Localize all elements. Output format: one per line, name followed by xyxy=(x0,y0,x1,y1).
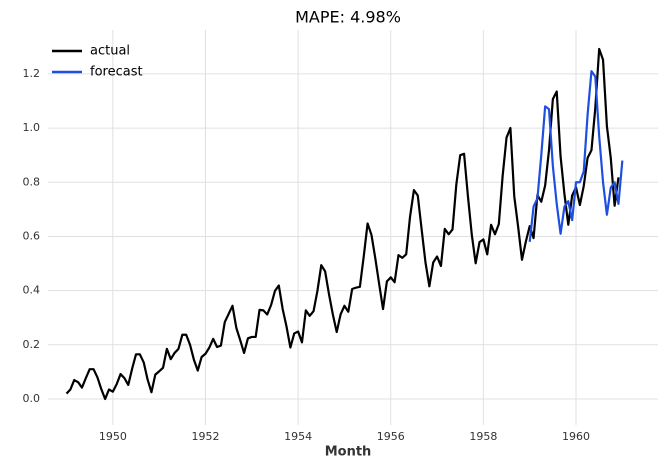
x-tick-label: 1960 xyxy=(562,430,590,443)
x-axis-label: Month xyxy=(325,445,372,460)
line xyxy=(528,70,624,242)
y-tick-label: 1.2 xyxy=(23,67,41,80)
y-tick-label: 0.4 xyxy=(23,284,41,297)
y-tick-label: 0.0 xyxy=(23,392,41,405)
y-tick-label: 0.2 xyxy=(23,338,41,351)
line xyxy=(65,47,620,401)
x-tick-label: 1956 xyxy=(377,430,405,443)
chart-title: MAPE: 4.98% xyxy=(295,8,401,27)
x-tick-label: 1950 xyxy=(99,430,127,443)
y-tick-label: 0.8 xyxy=(23,175,41,188)
x-tick-label: 1958 xyxy=(469,430,497,443)
y-tick-label: 1.0 xyxy=(23,121,41,134)
legend-label: forecast xyxy=(90,65,143,80)
legend-label: actual xyxy=(90,44,130,59)
x-tick-label: 1952 xyxy=(191,430,219,443)
x-tick-label: 1954 xyxy=(284,430,312,443)
y-tick-label: 0.6 xyxy=(23,229,41,242)
